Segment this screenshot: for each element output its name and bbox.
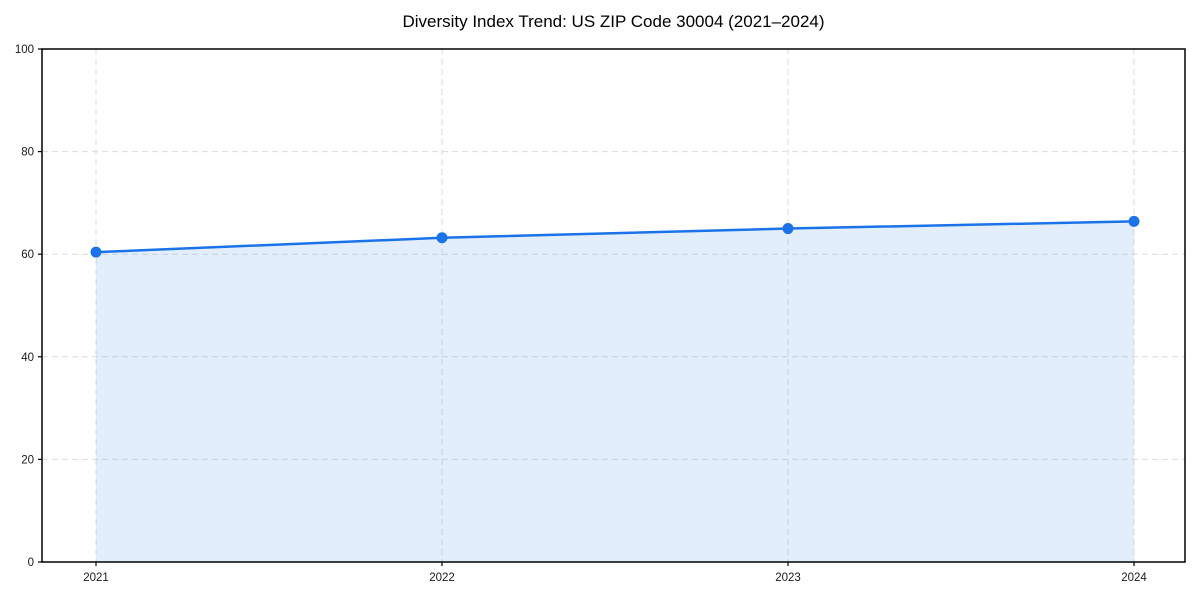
data-point-marker: [782, 223, 794, 235]
trend-line: [94, 220, 1136, 254]
y-axis-tick-label: 0: [28, 557, 34, 569]
data-point-marker: [1128, 215, 1140, 227]
y-axis-tick-label: 100: [15, 44, 34, 56]
plot-border: [41, 48, 1186, 563]
chart-title: Diversity Index Trend: US ZIP Code 30004…: [402, 12, 825, 31]
y-axis-tick-label: 40: [21, 352, 34, 364]
x-axis-tick-label: 2021: [83, 572, 109, 584]
area-fill: [96, 221, 1134, 563]
data-point-marker: [436, 232, 448, 244]
x-axis-tick-label: 2023: [775, 572, 801, 584]
data-point-marker: [90, 246, 102, 258]
y-axis-tick-label: 20: [21, 454, 34, 466]
y-axis-tick-label: 60: [21, 249, 34, 261]
x-axis-tick-label: 2022: [429, 572, 455, 584]
x-axis-tick-label: 2024: [1121, 572, 1147, 584]
y-axis-tick-label: 80: [21, 147, 34, 159]
